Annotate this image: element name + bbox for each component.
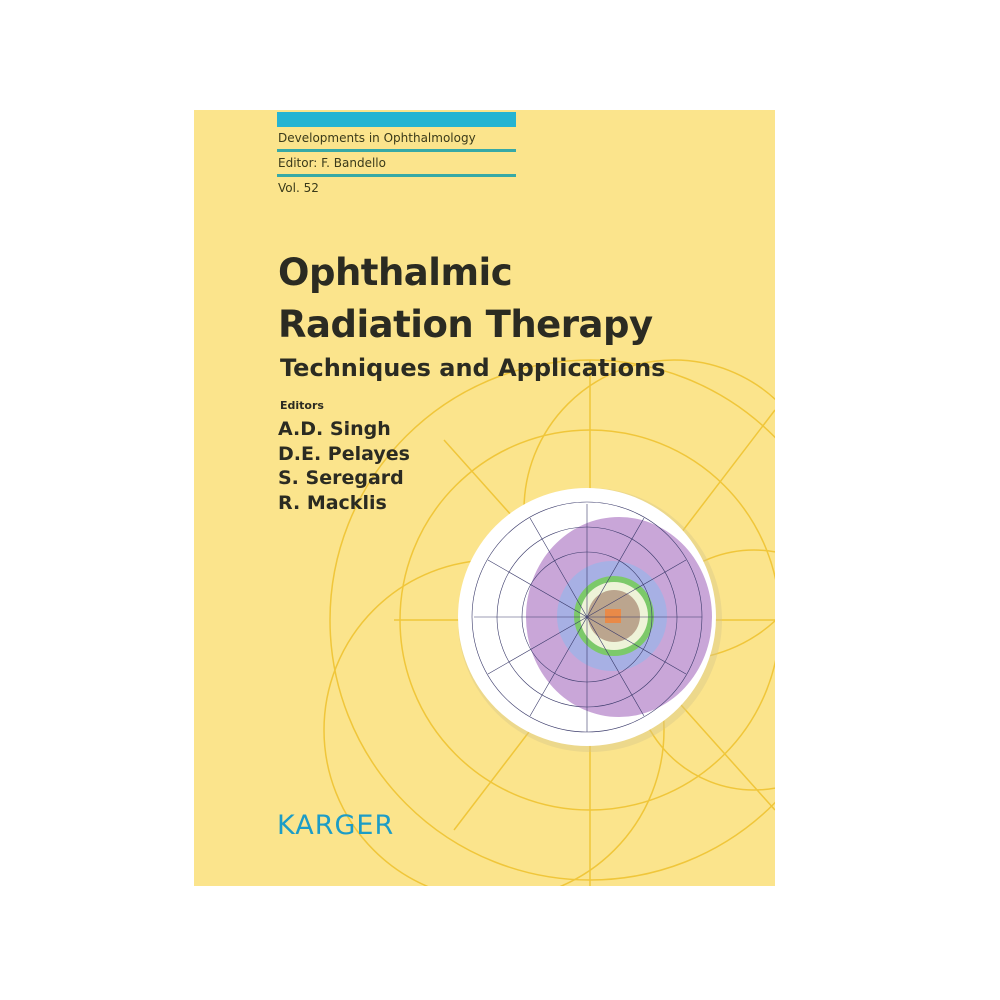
- editor-name: A.D. Singh: [278, 418, 391, 440]
- book-cover: Developments in Ophthalmology Editor: F.…: [194, 110, 775, 886]
- radiation-dose-diagram: [458, 488, 722, 752]
- editor-name: R. Macklis: [278, 491, 387, 514]
- series-name: Developments in Ophthalmology: [278, 131, 476, 145]
- series-accent-bar: [277, 112, 516, 127]
- divider: [277, 174, 516, 177]
- series-editor: Editor: F. Bandello: [278, 156, 386, 170]
- volume-number: Vol. 52: [278, 181, 319, 195]
- publisher-logo: KARGER: [277, 810, 395, 841]
- title-line: Ophthalmic: [278, 251, 513, 294]
- editor-name: S. Seregard: [278, 467, 404, 489]
- book-title: Ophthalmic Radiation Therapy: [278, 247, 653, 351]
- title-line: Radiation Therapy: [278, 303, 653, 346]
- editors-list: A.D. Singh D.E. Pelayes S. Seregard R. M…: [278, 417, 410, 515]
- divider: [277, 149, 516, 152]
- book-subtitle: Techniques and Applications: [280, 354, 666, 382]
- editor-name: D.E. Pelayes: [278, 442, 410, 465]
- decorative-arcs: [323, 359, 775, 886]
- editors-label: Editors: [280, 399, 324, 412]
